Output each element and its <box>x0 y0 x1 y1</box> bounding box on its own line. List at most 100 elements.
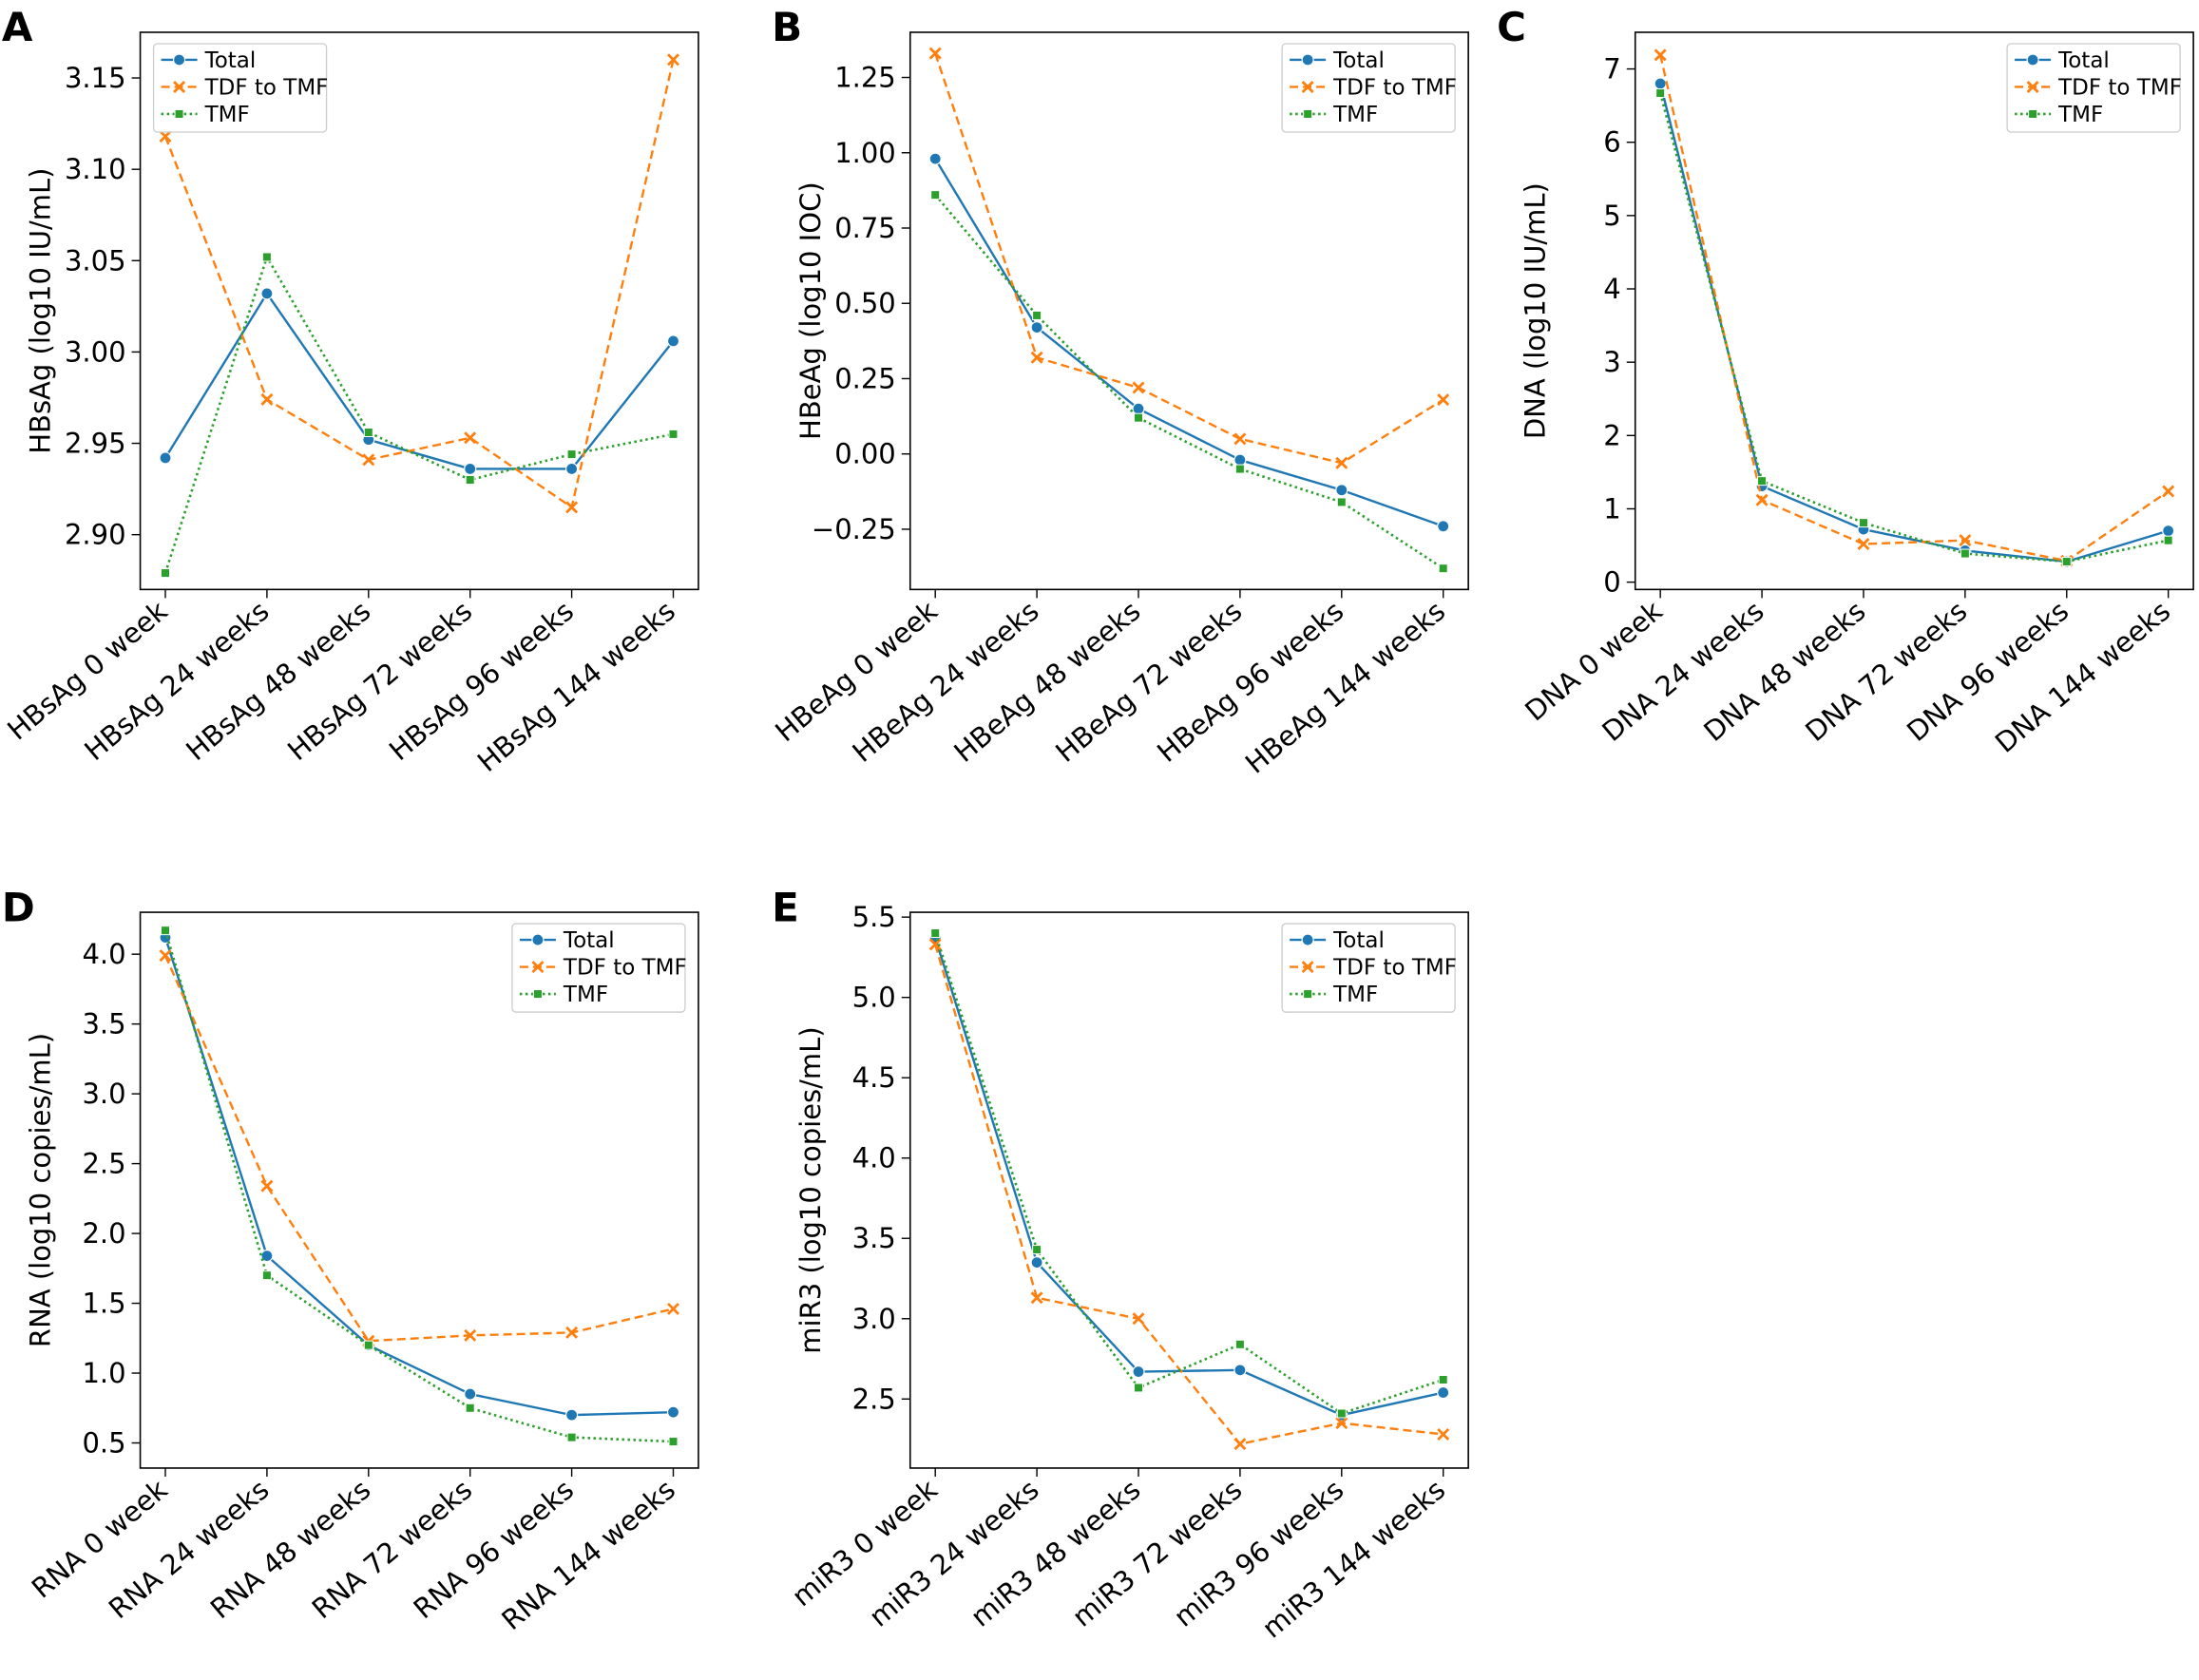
legend-marker <box>531 961 545 974</box>
data-point <box>362 453 375 467</box>
y-tick-label: 1.25 <box>834 62 896 94</box>
data-point <box>565 501 579 514</box>
y-tick-label: 3.10 <box>65 153 126 185</box>
legend-label: TDF to TMF <box>1332 956 1457 981</box>
legend-box <box>1281 43 1456 133</box>
data-point <box>464 1387 477 1401</box>
series-tmf <box>161 252 679 579</box>
series-tmf <box>930 928 1448 1419</box>
data-point <box>1858 518 1868 528</box>
legend-marker <box>2028 108 2038 119</box>
y-tick-label: 5.5 <box>852 901 896 933</box>
legend-marker <box>1303 989 1313 1000</box>
series-line <box>934 52 1444 465</box>
data-point <box>1654 77 1667 90</box>
x-tick-label: miR3 72 weeks <box>1066 1473 1249 1632</box>
data-point <box>1030 1291 1043 1305</box>
data-point <box>1335 1417 1348 1430</box>
data-point <box>1755 493 1769 506</box>
data-point <box>2162 485 2175 498</box>
legend-label: TDF to TMF <box>2057 75 2182 100</box>
x-tick-label: miR3 96 weeks <box>1168 1473 1350 1632</box>
y-tick-label: 0 <box>1603 566 1620 599</box>
x-tick-label: HBeAg 96 weeks <box>1151 595 1349 769</box>
y-tick-label: 0.00 <box>834 438 896 470</box>
legend-box <box>511 923 686 1013</box>
data-point <box>1132 402 1145 415</box>
y-tick-label: 4.0 <box>852 1142 896 1174</box>
series-line <box>163 955 674 1343</box>
series-total <box>928 152 1450 533</box>
y-tick-label: 2.5 <box>852 1383 896 1415</box>
x-tick-label: miR3 24 weeks <box>863 1473 1045 1632</box>
data-point <box>1335 484 1348 497</box>
data-point <box>1336 497 1347 507</box>
legend-label: TDF to TMF <box>563 956 687 981</box>
y-axis-label: DNA (log10 IU/mL) <box>1520 182 1552 439</box>
y-axis-label: RNA (log10 copies/mL) <box>25 1033 57 1347</box>
legend-marker <box>173 80 186 93</box>
y-tick-label: 4.5 <box>852 1061 896 1094</box>
data-point <box>1233 1364 1247 1377</box>
data-point <box>1032 310 1042 320</box>
legend-marker <box>172 53 186 67</box>
data-point <box>930 190 941 200</box>
data-point <box>1757 476 1768 487</box>
series-tmf <box>161 926 679 1447</box>
data-point <box>928 938 942 951</box>
data-point <box>464 1328 477 1342</box>
data-point <box>565 1326 579 1339</box>
x-tick-label: HBeAg 48 weeks <box>947 595 1146 769</box>
panel-letter: E <box>772 884 799 930</box>
data-point <box>1030 1255 1043 1270</box>
data-point <box>1132 1312 1145 1326</box>
panel-letter: D <box>2 884 35 930</box>
data-point <box>1233 453 1247 467</box>
legend-label: Total <box>204 48 257 73</box>
series-line <box>934 194 1444 570</box>
series-tdf-to-tmf <box>928 47 1450 469</box>
data-point <box>2162 525 2175 538</box>
data-point <box>930 928 941 939</box>
series-line <box>934 158 1444 527</box>
data-point <box>1234 464 1245 474</box>
data-point <box>1132 1365 1145 1379</box>
series-line <box>1659 83 2170 563</box>
x-tick-label: HBsAg 48 weeks <box>180 595 376 767</box>
legend-marker <box>2026 53 2039 67</box>
data-point <box>260 1179 274 1193</box>
y-tick-label: 0.50 <box>834 287 896 319</box>
legend-marker <box>1301 80 1314 93</box>
y-tick-label: 1 <box>1603 492 1620 525</box>
data-point <box>465 1403 475 1413</box>
series-line <box>163 292 675 470</box>
x-tick-label: DNA 144 weeks <box>1989 595 2176 759</box>
series-line <box>1659 54 2170 563</box>
series-tdf-to-tmf <box>1654 48 2175 567</box>
data-point <box>565 1408 579 1422</box>
data-point <box>363 428 373 438</box>
y-tick-label: 4.0 <box>82 938 125 970</box>
series-total <box>159 287 680 476</box>
y-tick-label: 2 <box>1603 419 1620 451</box>
legend-marker <box>1301 53 1314 67</box>
data-point <box>565 462 579 476</box>
axes-frame <box>908 31 1469 591</box>
y-tick-label: 3.05 <box>65 244 126 277</box>
x-tick-label: HBsAg 96 weeks <box>383 595 580 767</box>
legend-marker <box>1303 108 1313 119</box>
data-point <box>1438 563 1448 574</box>
legend-label: TDF to TMF <box>1332 75 1457 100</box>
series-tmf <box>930 190 1448 574</box>
legend-label: TDF to TMF <box>204 75 329 100</box>
legend-label: TMF <box>1332 103 1378 127</box>
data-point <box>1030 351 1043 364</box>
legend-marker <box>532 989 543 1000</box>
panel-letter: C <box>1497 4 1526 50</box>
data-point <box>464 462 477 476</box>
